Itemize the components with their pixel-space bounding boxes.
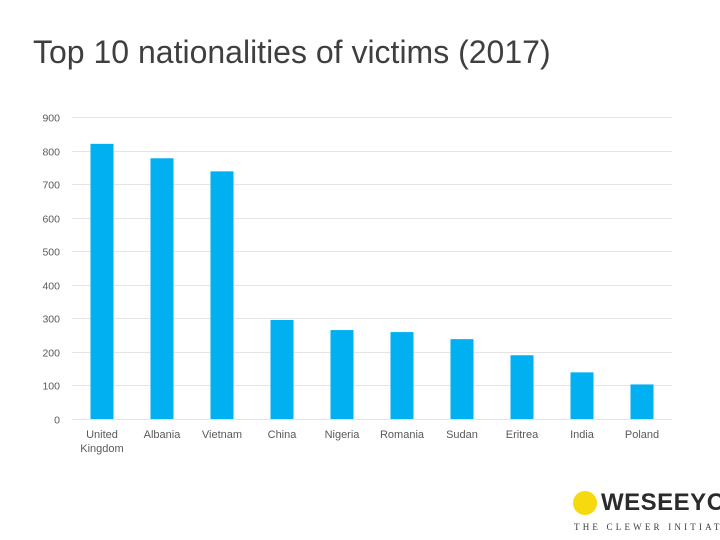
y-tick-label: 400	[42, 281, 60, 293]
bar	[450, 339, 474, 419]
y-tick-label: 700	[42, 180, 60, 192]
y-tick-label: 500	[42, 247, 60, 259]
x-tick-label: Eritrea	[506, 429, 539, 441]
y-tick-label: 0	[54, 415, 60, 427]
bar	[330, 330, 354, 419]
bar	[390, 332, 414, 419]
bar	[510, 355, 534, 419]
x-tick-label: Sudan	[446, 429, 478, 441]
x-tick-label: Romania	[380, 429, 425, 441]
y-tick-label: 200	[42, 348, 60, 360]
x-tick-label: India	[570, 429, 595, 441]
brand-logo: WESEEYOU. THE CLEWER INITIATIVE	[571, 488, 720, 536]
brand-name: WESEEYOU.	[601, 489, 720, 516]
x-tick-label: Albania	[144, 429, 182, 441]
y-tick-label: 600	[42, 214, 60, 226]
bar	[270, 320, 294, 419]
y-tick-label: 300	[42, 314, 60, 326]
y-tick-label: 800	[42, 147, 60, 159]
bar	[630, 384, 654, 419]
x-tick-label: United Kingdom	[80, 429, 123, 455]
brand-tagline: THE CLEWER INITIATIVE	[574, 522, 720, 532]
logo-dot-icon	[573, 491, 597, 515]
x-tick-label: Vietnam	[202, 429, 242, 441]
bar	[570, 372, 594, 419]
bar	[150, 158, 174, 420]
bar	[210, 171, 234, 419]
page-title: Top 10 nationalities of victims (2017)	[33, 34, 551, 70]
x-tick-label: China	[268, 429, 298, 441]
x-tick-label: Nigeria	[325, 429, 361, 441]
bar-chart: 0 100 200 300 400 500 600 700 800 900 United Kingdo…	[42, 113, 672, 455]
y-tick-label: 100	[42, 381, 60, 393]
bar	[90, 143, 114, 419]
x-tick-label: Poland	[625, 429, 659, 441]
y-tick-label: 900	[42, 113, 60, 125]
